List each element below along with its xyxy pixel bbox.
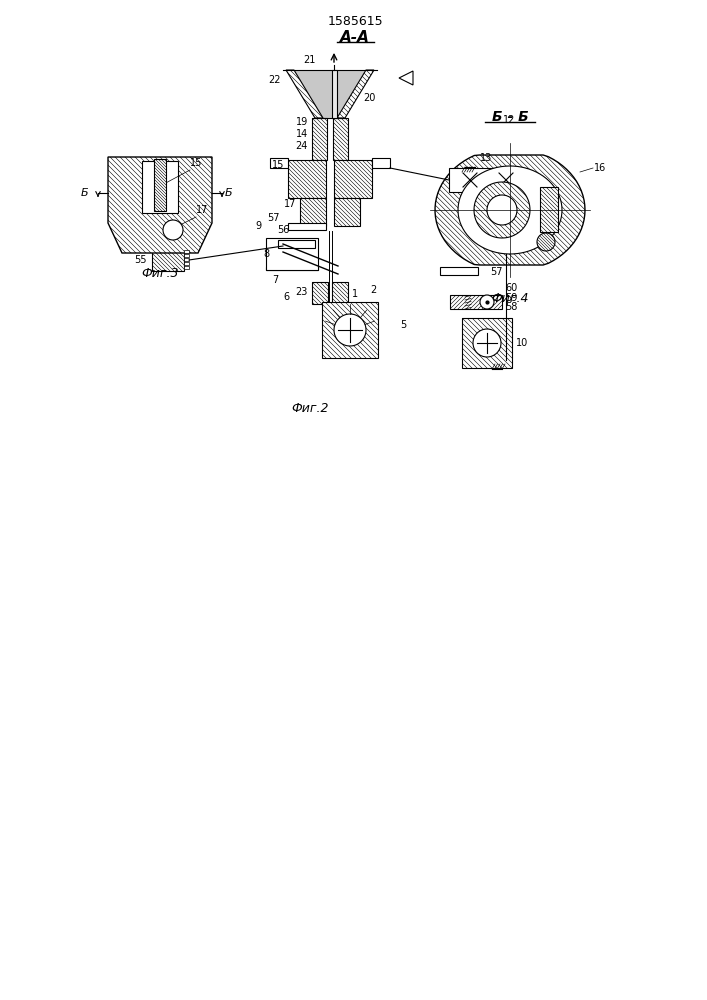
Polygon shape (462, 318, 512, 368)
Circle shape (473, 329, 501, 357)
Bar (440, 267, 478, 275)
Polygon shape (537, 233, 555, 251)
Text: 9: 9 (256, 221, 262, 231)
Text: Фиг.4: Фиг.4 (491, 292, 529, 305)
Circle shape (487, 195, 517, 225)
Polygon shape (152, 249, 184, 271)
Polygon shape (312, 118, 327, 160)
Polygon shape (288, 160, 326, 198)
Text: 57: 57 (490, 267, 503, 277)
Text: 6: 6 (284, 292, 290, 302)
Bar (266, 238, 318, 270)
Text: А-А: А-А (340, 30, 370, 45)
Text: 24: 24 (296, 141, 308, 151)
Text: 1: 1 (352, 289, 358, 299)
Polygon shape (334, 198, 360, 226)
Text: 17: 17 (284, 199, 296, 209)
Polygon shape (540, 187, 558, 232)
Text: 1585615: 1585615 (327, 15, 382, 28)
Bar (332, 70, 337, 118)
Polygon shape (312, 282, 328, 304)
Polygon shape (154, 159, 166, 211)
Polygon shape (435, 155, 585, 265)
Text: 14: 14 (296, 129, 308, 139)
Text: 8: 8 (263, 249, 269, 259)
Bar (184, 258, 189, 261)
Polygon shape (294, 70, 366, 118)
Text: 22: 22 (269, 75, 281, 85)
Text: Б - Б: Б - Б (491, 110, 528, 124)
Polygon shape (474, 182, 530, 238)
Text: Фиг.2: Фиг.2 (291, 402, 329, 415)
Polygon shape (334, 160, 372, 198)
Text: 20: 20 (363, 93, 375, 103)
Bar (184, 254, 189, 257)
Bar (184, 266, 189, 269)
Text: 59: 59 (505, 293, 518, 303)
Polygon shape (450, 295, 502, 309)
Circle shape (163, 220, 183, 240)
Text: Б: Б (225, 188, 233, 198)
Text: 12: 12 (503, 115, 515, 125)
Text: 11: 11 (531, 175, 543, 185)
Text: Б: Б (81, 188, 88, 198)
Polygon shape (332, 282, 348, 304)
Polygon shape (399, 71, 413, 85)
Bar (372, 158, 390, 168)
Polygon shape (334, 314, 366, 346)
Bar (184, 250, 189, 253)
Polygon shape (108, 157, 212, 253)
Text: 56: 56 (277, 225, 289, 235)
Polygon shape (458, 166, 562, 254)
Text: 21: 21 (303, 55, 316, 65)
Text: 5: 5 (400, 320, 407, 330)
Circle shape (480, 295, 494, 309)
Polygon shape (300, 198, 326, 226)
Bar (184, 262, 189, 265)
Polygon shape (266, 267, 318, 270)
Text: 58: 58 (505, 302, 518, 312)
Bar (288, 223, 326, 230)
Polygon shape (333, 118, 348, 160)
Text: 55: 55 (134, 255, 147, 265)
Text: 2: 2 (370, 285, 376, 295)
Text: 57: 57 (267, 213, 280, 223)
Text: 7: 7 (271, 275, 278, 285)
Text: 16: 16 (594, 163, 606, 173)
Polygon shape (322, 302, 378, 358)
Text: Фиг.3: Фиг.3 (141, 267, 179, 280)
Text: 17: 17 (196, 205, 209, 215)
Polygon shape (286, 70, 323, 118)
Text: 23: 23 (296, 287, 308, 297)
Bar (270, 158, 288, 168)
Text: 19: 19 (296, 117, 308, 127)
Text: 60: 60 (505, 283, 518, 293)
Bar (278, 240, 315, 248)
Polygon shape (337, 70, 374, 118)
Bar (449, 168, 527, 192)
Text: 15: 15 (190, 158, 202, 168)
Text: 13: 13 (480, 153, 492, 163)
Text: 15: 15 (271, 160, 284, 170)
Polygon shape (142, 161, 178, 213)
Text: 10: 10 (516, 338, 528, 348)
